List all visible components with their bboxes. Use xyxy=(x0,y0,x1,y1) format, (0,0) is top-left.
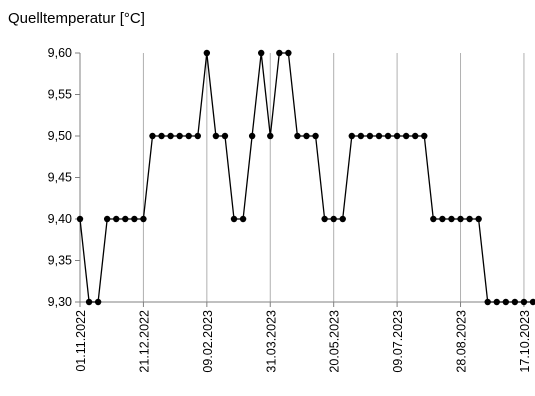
data-point xyxy=(212,132,220,140)
x-tick-label: 21.12.2022 xyxy=(137,310,151,373)
data-point xyxy=(113,215,120,223)
data-point xyxy=(321,215,328,223)
data-point xyxy=(412,132,419,140)
y-tick-label: 9,40 xyxy=(48,212,72,226)
data-point xyxy=(294,132,301,140)
data-point xyxy=(248,132,256,140)
data-point xyxy=(203,49,211,57)
data-point xyxy=(276,49,283,57)
data-point xyxy=(76,215,84,223)
data-point xyxy=(484,298,491,306)
series-line xyxy=(79,52,535,303)
data-point xyxy=(103,215,111,223)
data-point xyxy=(239,215,247,223)
x-tick-label: 09.02.2023 xyxy=(201,310,215,373)
data-point xyxy=(194,132,201,140)
x-tick-label: 20.05.2023 xyxy=(328,310,342,373)
data-point xyxy=(221,132,229,140)
x-axis-ticks: 01.11.2022 21.12.2022 09.02.2023 31.03.2023… xyxy=(74,302,532,373)
data-point xyxy=(339,215,346,223)
data-point xyxy=(457,215,464,223)
x-tick-label: 09.07.2023 xyxy=(391,310,405,373)
data-point xyxy=(357,132,365,140)
data-point xyxy=(366,132,374,140)
data-point xyxy=(375,132,383,140)
data-point xyxy=(85,298,93,306)
data-point xyxy=(348,132,355,140)
data-point xyxy=(131,215,138,223)
x-tick-label: 01.11.2022 xyxy=(74,310,88,372)
y-tick-label: 9,45 xyxy=(48,171,72,185)
data-point xyxy=(267,132,274,140)
data-point xyxy=(511,298,519,306)
data-point xyxy=(430,215,437,223)
y-tick-label: 9,55 xyxy=(48,88,72,102)
data-point xyxy=(330,215,337,223)
data-point xyxy=(185,132,192,140)
data-point xyxy=(448,215,455,223)
y-tick-label: 9,30 xyxy=(48,295,72,309)
data-point xyxy=(421,132,428,140)
x-tick-label: 31.03.2023 xyxy=(264,310,278,373)
data-point xyxy=(303,132,310,140)
data-point xyxy=(529,298,535,306)
data-point xyxy=(285,49,292,57)
data-point xyxy=(258,49,265,57)
data-point xyxy=(94,298,102,306)
data-point xyxy=(167,132,174,140)
x-tick-label: 17.10.2023 xyxy=(518,310,532,373)
data-point xyxy=(384,132,392,140)
data-point xyxy=(230,215,238,223)
data-point xyxy=(393,132,401,140)
data-point xyxy=(520,298,528,306)
y-tick-label: 9,60 xyxy=(48,46,72,60)
data-point xyxy=(149,132,156,140)
data-point xyxy=(122,215,129,223)
data-point xyxy=(140,215,147,223)
grid-lines xyxy=(142,53,525,302)
series-group xyxy=(76,49,535,306)
data-point xyxy=(493,298,500,306)
data-point xyxy=(158,132,165,140)
y-tick-label: 9,35 xyxy=(48,254,72,268)
chart-title: Quelltemperatur [°C] xyxy=(8,10,145,27)
data-point xyxy=(502,298,510,306)
y-axis-ticks: 9,60 9,55 9,50 9,45 9,40 9,35 9,30 xyxy=(48,46,80,309)
data-point xyxy=(466,215,473,223)
data-point xyxy=(176,132,183,140)
data-point xyxy=(439,215,446,223)
data-point xyxy=(402,132,410,140)
data-point xyxy=(312,132,319,140)
x-tick-label: 28.08.2023 xyxy=(455,310,469,373)
y-tick-label: 9,50 xyxy=(48,129,72,143)
data-point xyxy=(475,215,482,223)
